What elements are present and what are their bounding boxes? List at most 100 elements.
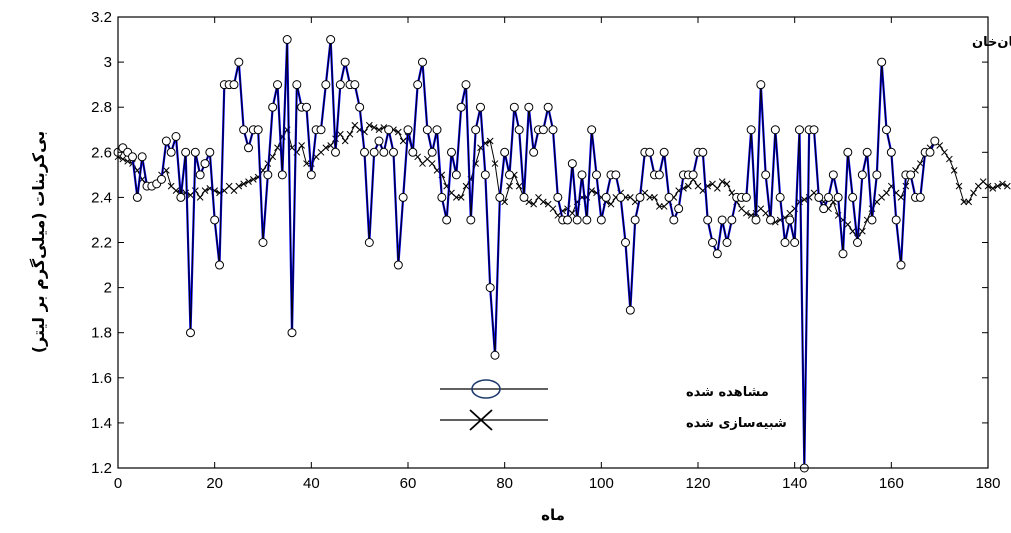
observed-point [490,350,500,360]
y-tick-label: 1.4 [91,415,112,432]
x-tick-label: 100 [589,475,614,492]
observed-point [688,170,698,180]
simulated-point [723,180,731,188]
observed-point [824,192,833,202]
observed-point [495,192,505,202]
y-tick-label: 1.2 [91,460,112,477]
observed-point [360,147,369,157]
observed-point [321,80,331,90]
y-tick-label: 2 [104,280,112,297]
observed-point [176,192,186,202]
observed-point [915,192,925,202]
simulated-point [960,198,968,206]
observed-point [722,238,732,247]
observed-point [635,192,645,202]
observed-point [364,238,374,247]
observed-point [277,170,287,180]
observed-point [698,147,708,157]
observed-point [369,147,379,157]
observed-point [838,249,848,259]
chart-title: ایستگاه زمان‌خان [972,34,1011,50]
simulated-point [941,148,948,156]
observed-point [601,192,611,202]
simulated-point [742,209,750,217]
observed-point [848,192,858,202]
simulated-point [375,126,383,134]
simulated-point [955,182,963,190]
observed-point [466,215,476,225]
observed-point [548,125,558,135]
observed-point [442,215,452,225]
observed-point [833,192,843,202]
observed-point [756,80,766,90]
observed-point [239,125,249,135]
observed-point [432,125,442,135]
observed-point [514,125,524,135]
simulated-point [549,205,557,213]
legend-simulated-label: شبیه‌سازی شده [686,416,787,431]
observed-point [263,170,273,180]
y-tick-label: 3.2 [91,9,112,26]
observed-point [567,159,577,169]
simulated-point [327,142,335,149]
observed-point [543,102,553,112]
observed-point [393,260,403,270]
observed-point [186,328,195,338]
simulated-point [530,200,538,208]
observed-point [843,147,853,157]
simulated-point [883,189,890,197]
simulated-point [539,198,547,206]
observed-point [519,192,529,202]
simulated-point [303,160,310,167]
observed-point [505,170,514,180]
observed-point [717,215,727,225]
simulated-point [506,182,513,190]
simulated-point [162,166,170,174]
observed-point [340,57,350,67]
observed-point [862,147,872,157]
simulated-point [568,209,576,217]
x-tick-label: 60 [400,475,417,492]
observed-point [795,125,804,135]
observed-point [891,215,901,225]
observed-point [611,170,621,180]
simulated-point [394,128,402,136]
x-tick-label: 160 [879,475,904,492]
observed-point [258,238,268,247]
observed-point [335,80,345,90]
simulated-point [235,182,243,190]
observed-point [403,125,413,135]
x-tick-label: 180 [975,475,1000,492]
observed-point [509,102,519,112]
observed-point [210,215,220,225]
observed-point [925,147,935,157]
x-tick-label: 120 [685,475,710,492]
simulated-point [970,189,977,197]
observed-point [268,102,278,112]
simulated-point [249,176,257,183]
x-tick-label: 80 [496,475,513,492]
observed-point [302,102,311,112]
simulated-point [346,130,354,138]
simulated-point [844,221,852,228]
simulated-point [849,227,857,235]
simulated-point [240,180,248,188]
simulated-point [336,130,344,138]
simulated-point [858,227,866,235]
observed-point [886,147,896,157]
simulated-point [457,194,465,201]
observed-point [171,132,181,142]
legend-simulated-marker [469,409,493,431]
x-tick-label: 0 [114,475,122,492]
observed-point [316,125,326,135]
observed-point [664,192,674,202]
simulated-point [172,187,180,194]
simulated-point [370,124,378,131]
simulated-point [274,144,281,152]
simulated-point [718,178,726,185]
y-tick-label: 1.6 [91,370,112,387]
observed-point [621,238,630,247]
observed-point [828,170,838,180]
observed-point [331,147,340,157]
